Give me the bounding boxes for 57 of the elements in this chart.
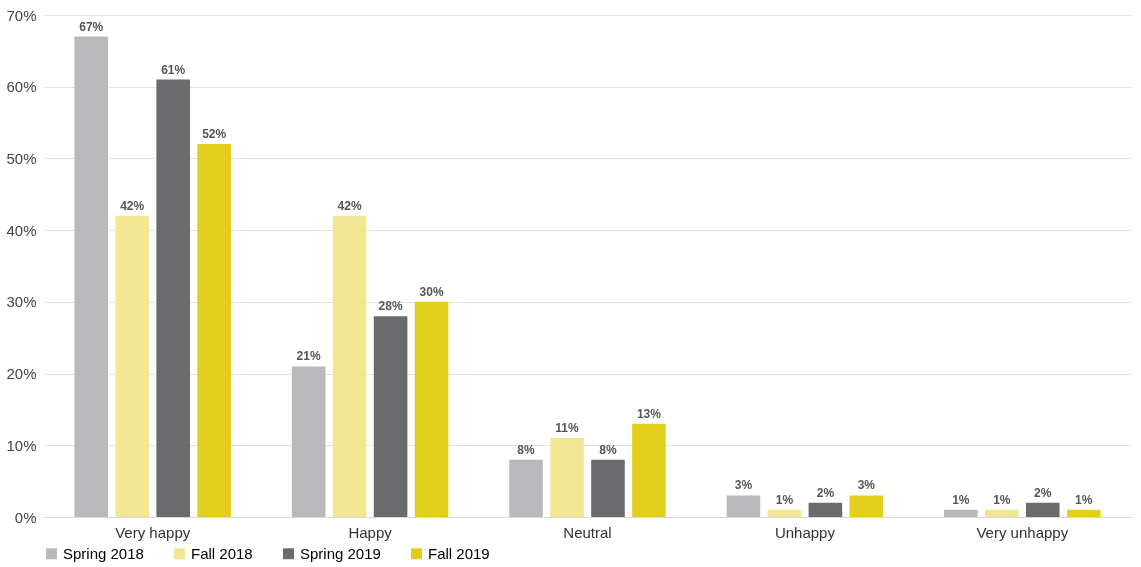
bar	[156, 79, 190, 517]
bar	[1025, 502, 1060, 517]
y-tick-label: 20%	[6, 365, 37, 383]
bar	[944, 509, 978, 517]
data-label: 3%	[857, 478, 876, 493]
data-label: 1%	[1075, 492, 1093, 507]
x-tick-label: Very happy	[115, 523, 191, 541]
bar	[550, 438, 584, 517]
y-tick-label: 40%	[6, 221, 37, 239]
x-tick-label: Neutral	[563, 523, 612, 541]
data-label: 2%	[816, 485, 835, 500]
x-tick-label: Happy	[348, 523, 393, 541]
data-label: 13%	[636, 406, 662, 421]
bar	[291, 366, 326, 517]
legend-label: Fall 2018	[191, 544, 253, 562]
bar	[197, 144, 231, 517]
data-label: 1%	[993, 492, 1011, 507]
bar	[509, 459, 543, 517]
bar	[591, 459, 625, 517]
bar	[808, 502, 843, 517]
data-label: 1%	[775, 492, 794, 507]
data-label: 3%	[734, 478, 753, 493]
data-label: 42%	[120, 198, 145, 213]
bar	[726, 495, 761, 517]
data-label: 28%	[378, 299, 403, 314]
data-label: 1%	[952, 492, 970, 507]
bar	[332, 215, 367, 517]
bar	[632, 423, 666, 517]
data-label: 8%	[517, 442, 536, 457]
bar	[985, 509, 1019, 517]
y-tick-label: 60%	[6, 78, 37, 96]
legend-label: Spring 2019	[300, 544, 381, 562]
legend-label: Spring 2018	[63, 544, 144, 562]
data-label: 8%	[599, 442, 617, 457]
bar	[1066, 509, 1101, 517]
bar	[115, 215, 150, 517]
data-label: 21%	[296, 349, 321, 364]
data-label: 42%	[337, 198, 362, 213]
bar	[414, 301, 449, 517]
bar	[373, 316, 408, 517]
x-tick-label: Very unhappy	[976, 523, 1069, 541]
data-label: 67%	[79, 19, 104, 34]
data-label: 52%	[202, 127, 227, 142]
y-tick-label: 70%	[6, 6, 37, 24]
y-tick-label: 10%	[6, 436, 37, 454]
y-tick-label: 50%	[6, 149, 37, 167]
data-label: 11%	[555, 421, 580, 436]
legend-label: Fall 2019	[428, 544, 490, 562]
data-label: 2%	[1034, 485, 1052, 500]
y-tick-label: 0%	[14, 508, 37, 526]
bar	[849, 495, 884, 517]
data-label: 61%	[161, 62, 186, 77]
x-tick-label: Unhappy	[774, 523, 836, 541]
bar	[74, 36, 109, 517]
y-tick-label: 30%	[6, 293, 37, 311]
bar	[767, 509, 802, 517]
data-label: 30%	[419, 284, 444, 299]
